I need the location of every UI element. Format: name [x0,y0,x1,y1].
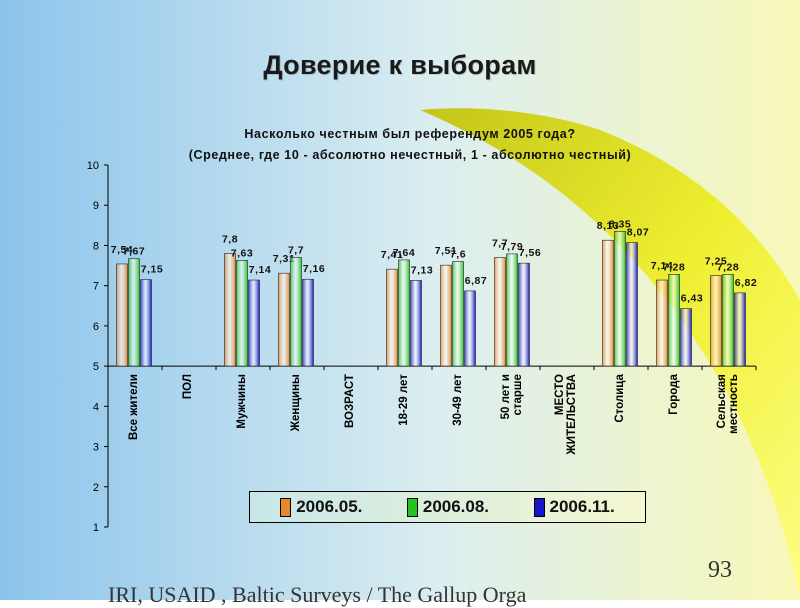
category-label: ЖИТЕЛЬСТВА [566,374,578,455]
data-label: 7,51 [435,245,457,257]
bar-1-3 [290,257,302,367]
data-label: 7,14 [249,264,271,276]
data-label: 7,8 [222,233,238,245]
legend-swatch-blue [533,497,545,517]
bar-1-10 [668,274,680,367]
y-tick-label: 4 [93,401,99,413]
category-label: МЕСТО [554,374,566,415]
legend-swatch-orange [280,497,292,517]
bar-2-5 [410,280,422,367]
y-tick-label: 5 [93,361,99,373]
bar-1-7 [506,253,518,367]
data-label: 6,82 [735,277,757,289]
data-label: 7,54 [111,244,133,256]
data-label: 7,41 [381,249,403,261]
bar-0-0 [116,263,128,367]
bar-1-11 [722,274,734,367]
bar-0-10 [656,279,668,367]
data-label: 6,87 [465,275,487,287]
decorative-swoosh [420,108,800,600]
bar-1-0 [128,258,140,367]
bar-2-0 [140,279,152,367]
data-label: 7,63 [231,247,253,259]
category-label: Мужчины [236,374,248,429]
category-label: Все жители [128,374,140,440]
y-tick-label: 10 [87,160,99,172]
data-label: 7,56 [519,247,541,259]
bar-2-2 [248,279,260,367]
bar-0-11 [710,275,722,367]
bar-2-3 [302,278,314,367]
data-label: 7,13 [411,264,433,276]
y-tick-label: 8 [93,240,99,252]
data-label: 7,79 [501,241,523,253]
page-number: 93 [708,557,732,583]
bar-0-9 [602,239,614,367]
category-label: Столица [614,374,626,423]
category-label: 30-49 лет [452,374,464,426]
category-label: ПОЛ [182,374,194,399]
bar-0-2 [224,253,236,367]
data-label: 7,7 [288,245,304,257]
bar-1-9 [614,231,626,367]
slide-title: Доверие к выборам [263,50,537,80]
chart-title: Насколько честным был референдум 2005 го… [244,127,576,141]
y-tick-label: 3 [93,442,99,454]
source-footer: IRI, USAID , Baltic Surveys / The Gallup… [108,582,527,607]
bar-2-6 [464,290,476,367]
data-label: 8,35 [609,218,631,230]
chart-subtitle: (Среднее, где 10 - абсолютно нечестный, … [188,148,632,162]
data-label: 7,14 [651,260,673,272]
data-label: 6,43 [681,293,703,305]
data-label: 7,28 [663,261,685,273]
y-tick-label: 2 [93,482,99,494]
data-label: 7,64 [393,247,415,259]
bar-2-9 [626,242,638,367]
legend-label: 2006.05. [296,497,363,516]
data-label: 7,28 [717,261,739,273]
bar-1-5 [398,259,410,367]
category-label: Сельская [716,374,728,428]
category-label: старше [512,374,524,415]
category-label: местность [728,374,740,434]
legend-item-2006-11: 2006.11. [533,497,615,517]
bar-2-10 [680,308,692,367]
category-label: Города [668,374,680,415]
category-label: 50 лет и [500,374,512,419]
bar-0-6 [440,264,452,367]
data-label: 7,67 [123,246,145,258]
bar-0-3 [278,272,290,367]
bar-0-5 [386,268,398,367]
bar-1-2 [236,260,248,367]
bar-1-6 [452,261,464,367]
legend-item-2006-08: 2006.08. [406,497,490,517]
category-label: Женщины [290,374,302,432]
legend-swatch-green [406,497,418,517]
legend-item-2006-05: 2006.05. [280,497,362,517]
legend-label: 2006.08. [422,497,490,516]
legend-label: 2006.11. [549,497,615,516]
data-label: 7,6 [450,249,466,261]
y-tick-label: 6 [93,321,99,333]
bar-2-11 [734,292,746,367]
bar-0-7 [494,257,506,367]
y-tick-label: 9 [93,200,99,212]
y-tick-label: 7 [93,281,99,293]
data-label: 7,7 [492,238,508,250]
data-label: 7,15 [141,264,163,276]
y-tick-label: 1 [93,522,99,534]
category-label: ВОЗРАСТ [344,374,356,428]
bar-2-7 [518,262,530,367]
chart-legend: 2006.05. 2006.08. 2006.11. [249,491,646,523]
data-label: 8,13 [597,220,619,232]
data-label: 7,25 [705,256,727,268]
category-label: 18-29 лет [398,374,410,426]
data-label: 7,31 [273,253,295,265]
data-label: 7,16 [303,263,325,275]
data-label: 8,07 [627,227,649,239]
